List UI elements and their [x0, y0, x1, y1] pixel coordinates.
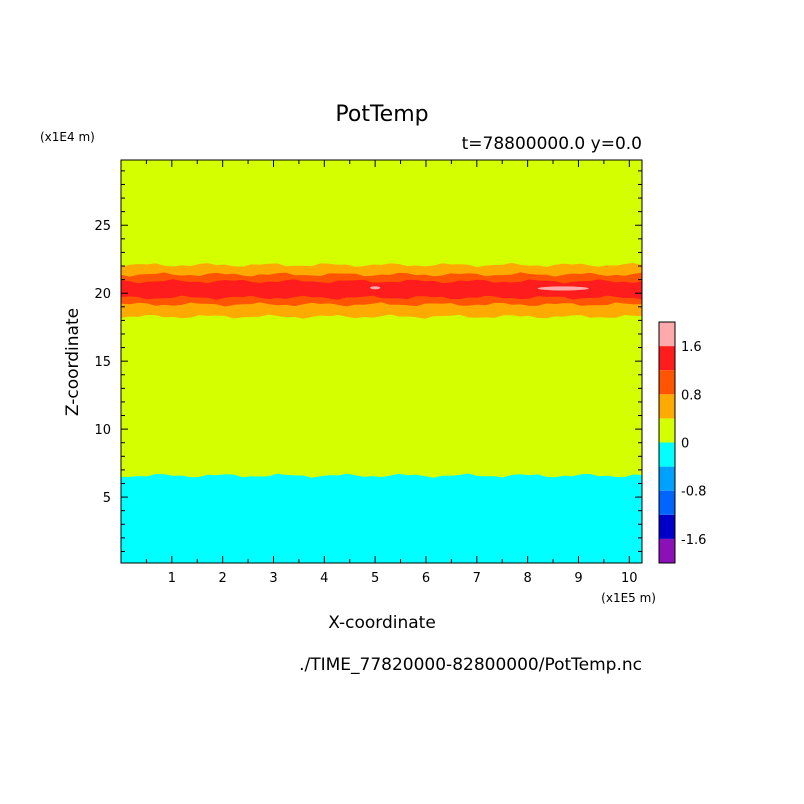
x-tick-label: 1 — [168, 571, 176, 586]
colorbar-swatch — [659, 466, 675, 491]
x-tick-label: 5 — [371, 571, 379, 586]
contour-hotspot-1 — [370, 286, 381, 290]
y-tick-label: 10 — [94, 423, 111, 438]
chart-subtitle: t=78800000.0 y=0.0 — [462, 134, 642, 154]
x-tick-label: 2 — [219, 571, 227, 586]
x-tick-label: 8 — [523, 571, 531, 586]
colorbar-tick-label: 1.6 — [681, 340, 702, 355]
y-tick-label: 25 — [94, 219, 111, 234]
chart-title: PotTemp — [335, 102, 428, 127]
colorbar-swatch — [659, 490, 675, 515]
colorbar-tick-label: 0 — [681, 437, 689, 452]
colorbar-swatch — [659, 346, 675, 371]
colorbar-swatch — [659, 538, 675, 563]
x-axis-label: X-coordinate — [328, 613, 436, 633]
colorbar-swatch — [659, 442, 675, 467]
x-tick-label: 3 — [269, 571, 277, 586]
x-tick-label: 9 — [574, 571, 582, 586]
colorbar-tick-label: 0.8 — [681, 388, 702, 403]
y-tick-label: 20 — [94, 287, 111, 302]
colorbar-swatch — [659, 322, 675, 347]
contour-hotspot-0 — [537, 286, 589, 291]
contour-band-0 — [120, 472, 643, 564]
colorbar-swatch — [659, 394, 675, 419]
y-axis-unit: (x1E4 m) — [40, 130, 95, 144]
source-filename: ./TIME_77820000-82800000/PotTemp.nc — [299, 655, 642, 675]
y-axis-label: Z-coordinate — [63, 308, 83, 416]
x-tick-label: 7 — [473, 571, 481, 586]
x-tick-label: 10 — [621, 571, 638, 586]
colorbar-swatch — [659, 370, 675, 395]
colorbar: -1.6 -0.8 0 0.8 1.6 — [658, 321, 706, 564]
x-tick-label: 6 — [422, 571, 430, 586]
x-tick-label: 4 — [320, 571, 328, 586]
colorbar-frame — [658, 321, 676, 564]
contour-band-7 — [120, 159, 643, 268]
colorbar-swatch — [659, 418, 675, 443]
x-axis-unit: (x1E5 m) — [601, 591, 656, 605]
colorbar-tick-label: -1.6 — [681, 533, 706, 548]
contour-band-1 — [120, 313, 643, 478]
colorbar-tick-label: -0.8 — [681, 485, 706, 500]
colorbar-swatch — [659, 514, 675, 539]
y-tick-label: 15 — [94, 355, 111, 370]
y-tick-label: 5 — [103, 491, 111, 506]
